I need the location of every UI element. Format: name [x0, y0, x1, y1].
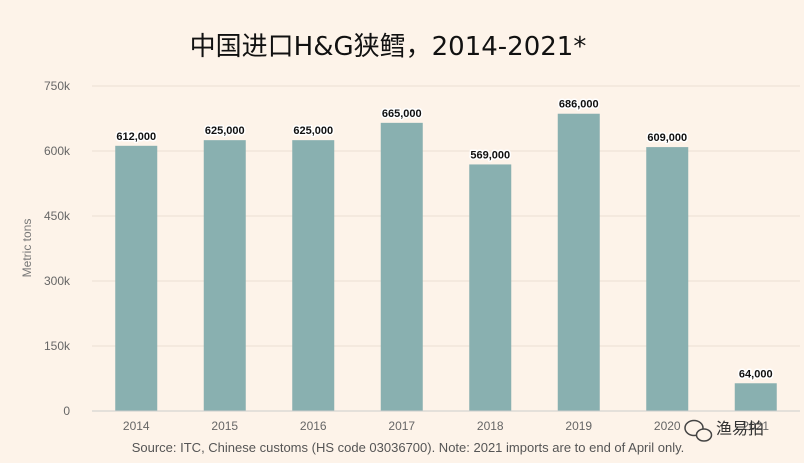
data-label: 612,000 — [116, 131, 156, 143]
watermark-text: 渔易拍 — [716, 419, 764, 438]
bar — [292, 140, 335, 411]
data-label: 686,000 — [559, 99, 599, 111]
x-tick-label: 2015 — [211, 419, 238, 433]
x-tick-label: 2017 — [388, 419, 415, 433]
watermark: 渔易拍 — [684, 419, 764, 442]
x-tick-label: 2018 — [477, 419, 504, 433]
data-label: 625,000 — [293, 125, 333, 137]
x-tick-label: 2020 — [654, 419, 681, 433]
bar — [646, 147, 689, 411]
x-tick-label: 2016 — [300, 419, 327, 433]
y-tick-label: 600k — [44, 144, 71, 158]
data-label: 64,000 — [739, 368, 773, 380]
data-label: 569,000 — [470, 149, 510, 161]
x-tick-label: 2019 — [565, 419, 592, 433]
bar — [734, 383, 777, 411]
y-axis-label: Metric tons — [20, 219, 34, 278]
bars: 612,000 625,000 625,000 665,000 569,000 686,0… — [115, 97, 777, 412]
wechat-icon — [684, 419, 713, 442]
data-label: 665,000 — [382, 108, 422, 120]
y-tick-label: 300k — [44, 274, 71, 288]
bar — [380, 122, 423, 411]
x-tick-label: 2021 — [742, 419, 769, 433]
y-tick-label: 750k — [44, 79, 71, 93]
y-tick-label: 0 — [63, 404, 70, 418]
x-axis-ticks: 2014 2015 2016 2017 2018 2019 2020 2021 — [123, 419, 770, 433]
bar — [469, 164, 512, 411]
data-label: 625,000 — [205, 125, 245, 137]
source-note: Source: ITC, Chinese customs (HS code 03… — [132, 440, 685, 455]
data-label: 609,000 — [647, 132, 687, 144]
y-tick-label: 150k — [44, 339, 71, 353]
y-tick-label: 450k — [44, 209, 71, 223]
y-axis-ticks: 0 150k 300k 450k 600k 750k — [44, 79, 71, 418]
bar — [557, 113, 600, 411]
gridlines — [92, 85, 800, 347]
bar — [115, 145, 158, 412]
bar — [203, 140, 246, 411]
chart-title: 中国进口H&G狭鳕，2014-2021* — [190, 32, 587, 62]
x-tick-label: 2014 — [123, 419, 150, 433]
